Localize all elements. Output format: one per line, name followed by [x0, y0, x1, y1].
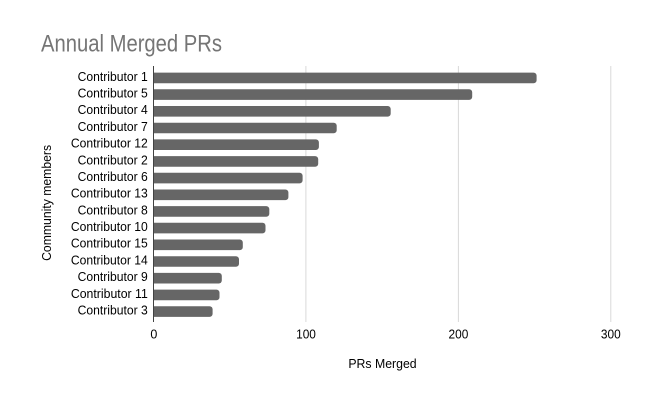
svg-text:Contributor 14: Contributor 14 [71, 252, 148, 267]
svg-text:200: 200 [449, 328, 469, 342]
svg-text:Contributor 6: Contributor 6 [78, 169, 148, 184]
svg-text:Contributor 4: Contributor 4 [78, 102, 148, 117]
svg-text:Contributor 8: Contributor 8 [78, 202, 148, 217]
svg-text:Annual Merged PRs: Annual Merged PRs [41, 30, 222, 57]
svg-text:Contributor 3: Contributor 3 [78, 303, 148, 318]
svg-text:100: 100 [296, 328, 316, 342]
svg-text:Contributor 13: Contributor 13 [71, 186, 148, 201]
svg-text:Contributor 12: Contributor 12 [71, 136, 148, 151]
svg-text:Community members: Community members [39, 144, 54, 260]
svg-text:Contributor 5: Contributor 5 [78, 86, 148, 101]
svg-text:Contributor 11: Contributor 11 [71, 286, 148, 301]
svg-text:0: 0 [150, 328, 157, 342]
svg-text:Contributor 2: Contributor 2 [78, 152, 148, 167]
svg-text:Contributor 9: Contributor 9 [78, 269, 148, 284]
svg-text:Contributor 10: Contributor 10 [71, 219, 148, 234]
svg-text:Contributor 15: Contributor 15 [71, 236, 148, 251]
svg-text:PRs Merged: PRs Merged [348, 356, 416, 371]
svg-text:Contributor 7: Contributor 7 [78, 119, 148, 134]
svg-text:300: 300 [601, 328, 621, 342]
svg-text:Contributor 1: Contributor 1 [78, 69, 148, 84]
